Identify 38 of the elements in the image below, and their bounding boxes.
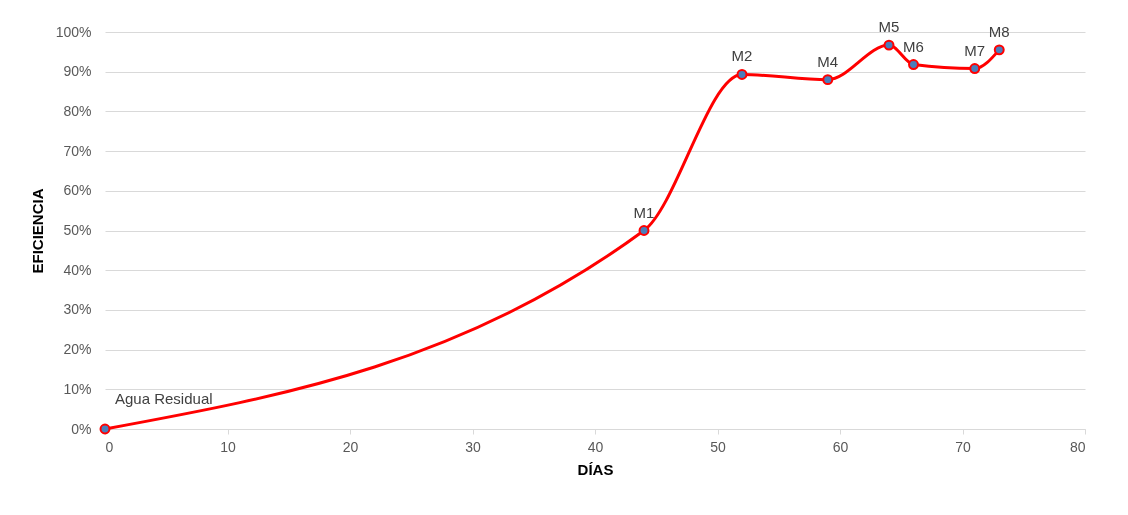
x-tick-label: 50 [710, 438, 726, 455]
point [883, 39, 895, 51]
point [993, 44, 1005, 56]
x-tick-label: 40 [587, 438, 604, 455]
x-tick-label: 10 [220, 438, 236, 455]
annotation: M1 [633, 203, 655, 221]
y-tick-label: 10% [63, 380, 92, 397]
annotation: M8 [988, 22, 1010, 40]
y-tick-label: 0% [71, 420, 92, 437]
point [822, 74, 834, 86]
y-tick-label: 50% [63, 222, 92, 238]
annotation: M7 [964, 41, 986, 59]
y-tick-label: 90% [63, 63, 92, 80]
point [736, 69, 748, 80]
annotation: M2 [731, 47, 753, 65]
x-axis-title: DÍAS [577, 460, 614, 478]
x-tick-label: 80 [1069, 438, 1086, 455]
annotation: M6 [903, 37, 924, 55]
point [638, 225, 650, 236]
y-axis-title: EFICIENCIA [28, 188, 46, 274]
x-tick-label: 70 [955, 438, 971, 455]
x-tick-label: 60 [832, 438, 849, 455]
y-tick-label: 100% [55, 23, 92, 40]
y-tick-label: 60% [63, 182, 92, 199]
y-tick-label: 70% [63, 142, 92, 159]
annotation: M4 [817, 52, 839, 70]
x-tick-label: 0 [105, 438, 114, 455]
x-tick-label: 30 [465, 438, 481, 455]
y-tick-label: 20% [63, 341, 92, 358]
point [99, 423, 111, 435]
point [969, 63, 981, 74]
point [908, 59, 919, 71]
x-tick-label: 20 [342, 438, 359, 455]
annotation: Agua Residual [115, 390, 213, 407]
annotation: M5 [878, 18, 900, 36]
y-tick-label: 40% [63, 261, 92, 278]
y-tick-label: 80% [63, 102, 92, 119]
y-tick-label: 30% [63, 301, 92, 318]
